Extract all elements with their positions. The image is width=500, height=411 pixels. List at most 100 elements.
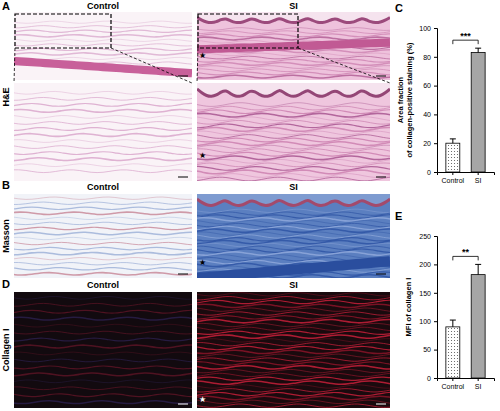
x-tick-mark [478, 378, 479, 381]
fiber [197, 304, 390, 307]
fiber [197, 156, 390, 160]
fiber [14, 35, 192, 37]
y-tick-label: 80 [423, 54, 431, 61]
epithelium [197, 89, 390, 96]
fiber [14, 317, 192, 320]
x-tick: Control [442, 172, 465, 184]
fiber [197, 177, 390, 181]
fiber [14, 128, 192, 131]
fiber [14, 394, 192, 397]
x-tick-label: SI [475, 383, 482, 390]
error-bar-cap [475, 264, 481, 265]
y-tick-label: 100 [419, 25, 431, 32]
bar [471, 52, 485, 172]
fiber [197, 59, 390, 62]
fiber [14, 146, 192, 149]
fiber [197, 343, 390, 346]
fiber [14, 310, 192, 313]
fiber [197, 170, 390, 174]
y-tick-mark [434, 172, 437, 173]
y-tick-mark [434, 350, 437, 351]
error-bar [475, 48, 481, 52]
fiber [197, 131, 390, 135]
micrograph [14, 292, 192, 408]
micrograph [197, 12, 390, 80]
x-tick-label: Control [442, 383, 465, 390]
y-tick: 60 [423, 82, 437, 89]
fiber [14, 352, 192, 355]
fiber [14, 170, 192, 173]
y-tick-mark [434, 57, 437, 58]
y-tick-label: 60 [423, 82, 431, 89]
micrograph [14, 194, 192, 278]
y-tick: 80 [423, 54, 437, 61]
fiber [197, 308, 390, 311]
fiber [197, 255, 390, 258]
x-tick: SI [475, 378, 482, 390]
zoom-box [15, 14, 111, 48]
x-axis-line [438, 173, 495, 176]
x-tick-mark [452, 172, 453, 175]
fiber [197, 373, 390, 376]
y-tick-label: 0 [427, 375, 431, 382]
fiber [14, 387, 192, 390]
fiber [197, 346, 390, 349]
fiber [14, 197, 192, 199]
micrograph-bg [197, 194, 390, 278]
fiber [14, 122, 192, 125]
fiber [197, 350, 390, 353]
error-bar-cap [450, 138, 456, 139]
fiber [197, 293, 390, 296]
fiber [197, 34, 390, 37]
fiber [197, 56, 390, 59]
fiber [197, 103, 390, 107]
fiber [14, 44, 192, 46]
bars [446, 48, 485, 172]
fiber [197, 392, 390, 395]
significance-label: *** [460, 31, 471, 41]
fiber-band [14, 61, 192, 73]
epithelium [197, 17, 390, 22]
fiber [197, 312, 390, 315]
fiber [14, 303, 192, 306]
fiber [197, 381, 390, 384]
fiber [197, 174, 390, 178]
fiber [14, 212, 192, 214]
fiber [14, 324, 192, 327]
fiber [14, 273, 192, 275]
y-tick-mark [434, 114, 437, 115]
fiber [14, 140, 192, 143]
fiber [14, 202, 192, 204]
y-tick-mark [434, 264, 437, 265]
fiber [197, 212, 390, 215]
fiber [197, 377, 390, 380]
fiber [197, 113, 390, 117]
y-axis-title: Area fractionof collagen-positive staini… [396, 42, 414, 158]
fiber [14, 21, 192, 23]
fiber [14, 237, 192, 239]
tissue [197, 89, 390, 181]
fiber [14, 338, 192, 341]
fiber [197, 53, 390, 56]
fiber [14, 366, 192, 369]
bar-chart: 050100150200250ControlSIMFI of collagen … [404, 233, 495, 390]
fiber [14, 103, 192, 106]
fiber [197, 229, 390, 232]
fiber [197, 404, 390, 407]
fiber [14, 263, 192, 265]
y-tick: 100 [419, 318, 437, 325]
fiber [14, 48, 192, 50]
fiber [14, 158, 192, 161]
y-tick: 150 [419, 290, 437, 297]
y-tick-label: 40 [423, 111, 431, 118]
y-tick: 0 [427, 169, 437, 176]
y-tick: 20 [423, 140, 437, 147]
scale-bar [376, 404, 386, 405]
bar [446, 143, 460, 172]
micrograph [197, 292, 390, 408]
row-label: H&E [1, 87, 11, 106]
micrograph-bg [14, 292, 192, 408]
x-tick-label: SI [475, 177, 482, 184]
error-bar-stem [452, 320, 453, 327]
fiber [14, 401, 192, 404]
